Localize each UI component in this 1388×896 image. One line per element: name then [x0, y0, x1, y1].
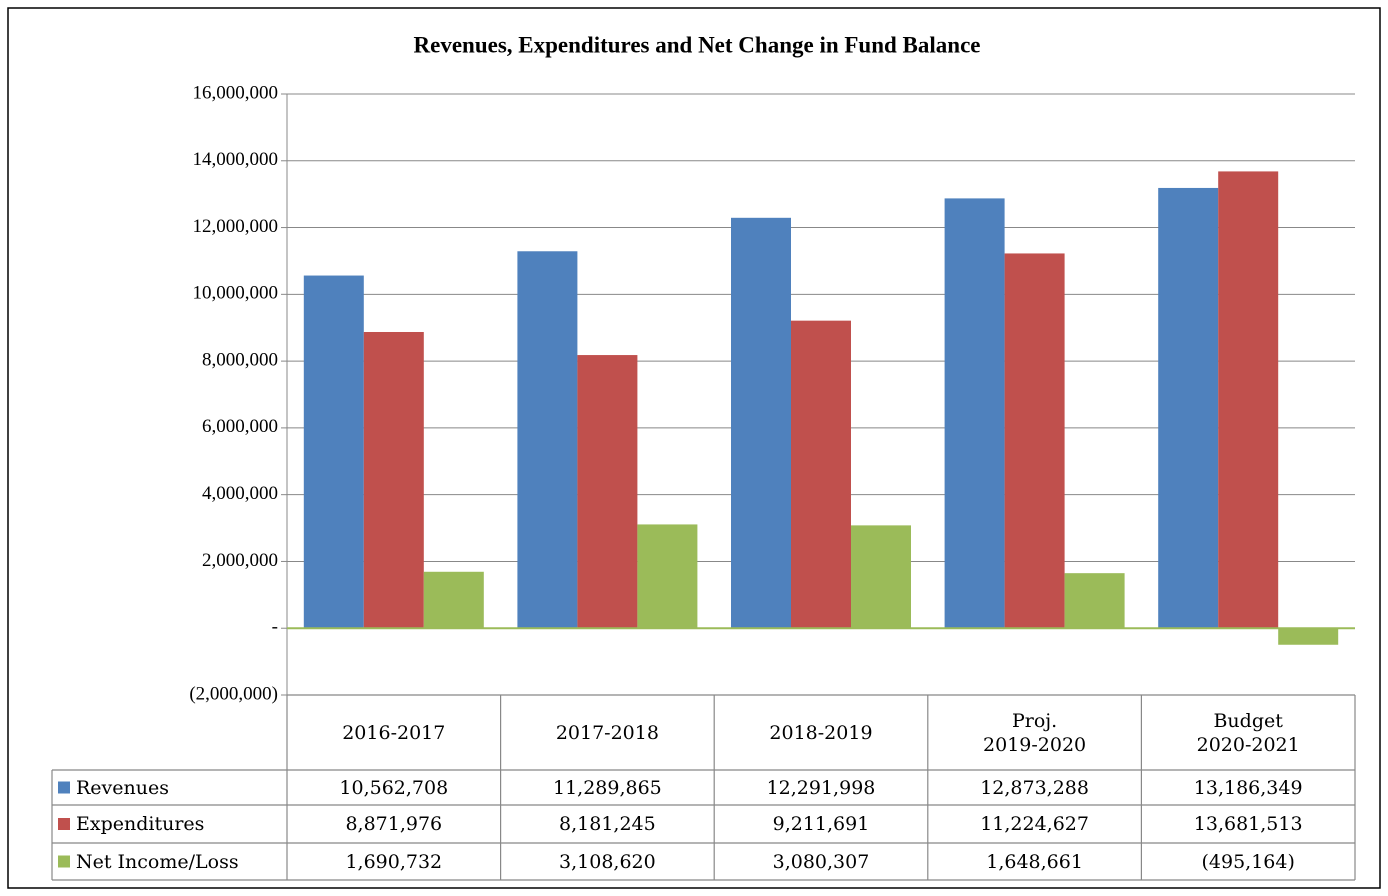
y-tick-label: 14,000,000	[193, 149, 279, 170]
value-label: 1,690,732	[345, 850, 443, 873]
value-label: 3,108,620	[559, 850, 656, 873]
bar	[851, 525, 911, 629]
y-tick-label: 10,000,000	[193, 283, 279, 304]
value-label: 9,211,691	[772, 813, 870, 835]
value-label: 11,289,865	[552, 776, 662, 799]
category-label: 2018-2019	[769, 721, 873, 744]
bar	[1064, 573, 1125, 629]
legend-swatch	[58, 818, 70, 830]
value-label: 1,648,661	[986, 850, 1083, 873]
y-tick-label: 4,000,000	[202, 483, 278, 504]
y-tick-label: (2,000,000)	[189, 683, 278, 704]
value-label: 11,224,627	[980, 813, 1089, 835]
y-tick-label: 16,000,000	[193, 82, 279, 103]
bar	[1218, 171, 1279, 629]
bar	[423, 571, 484, 629]
bar	[363, 331, 424, 629]
legend-label: Expenditures	[76, 813, 205, 835]
bar	[1278, 628, 1339, 645]
legend-swatch	[58, 781, 70, 794]
category-label: 2017-2018	[555, 721, 659, 744]
legend-label: Revenues	[76, 776, 169, 799]
bar	[731, 217, 791, 629]
legend-label: Net Income/Loss	[76, 850, 239, 873]
bar	[944, 198, 1005, 629]
bar	[577, 355, 638, 629]
y-tick-label: 6,000,000	[202, 416, 278, 437]
bar	[517, 251, 578, 629]
bar	[303, 275, 364, 629]
y-tick-label: 2,000,000	[202, 550, 278, 571]
value-label: (495,164)	[1201, 850, 1295, 873]
category-label: 2016-2017	[342, 721, 446, 744]
value-label: 13,186,349	[1193, 776, 1303, 799]
y-tick-label: 8,000,000	[202, 349, 278, 370]
chart-border	[7, 7, 1381, 889]
value-label: 8,871,976	[345, 813, 443, 835]
value-label: 3,080,307	[772, 850, 870, 873]
value-label: 10,562,708	[339, 776, 449, 799]
value-label: 12,873,288	[980, 776, 1089, 799]
value-label: 12,291,998	[766, 776, 876, 799]
value-label: 8,181,245	[559, 813, 656, 835]
value-label: 13,681,513	[1193, 813, 1303, 835]
bar	[1158, 187, 1219, 629]
category-label: Proj. 2019-2020	[983, 709, 1087, 756]
bar	[1004, 253, 1065, 629]
bar	[791, 320, 851, 629]
category-label: Budget 2020-2021	[1196, 709, 1300, 756]
chart-title: Revenues, Expenditures and Net Change in…	[414, 32, 981, 57]
bar	[637, 524, 698, 629]
y-tick-label: 12,000,000	[193, 216, 279, 237]
y-tick-label: -	[272, 617, 278, 638]
legend-swatch	[58, 855, 70, 868]
